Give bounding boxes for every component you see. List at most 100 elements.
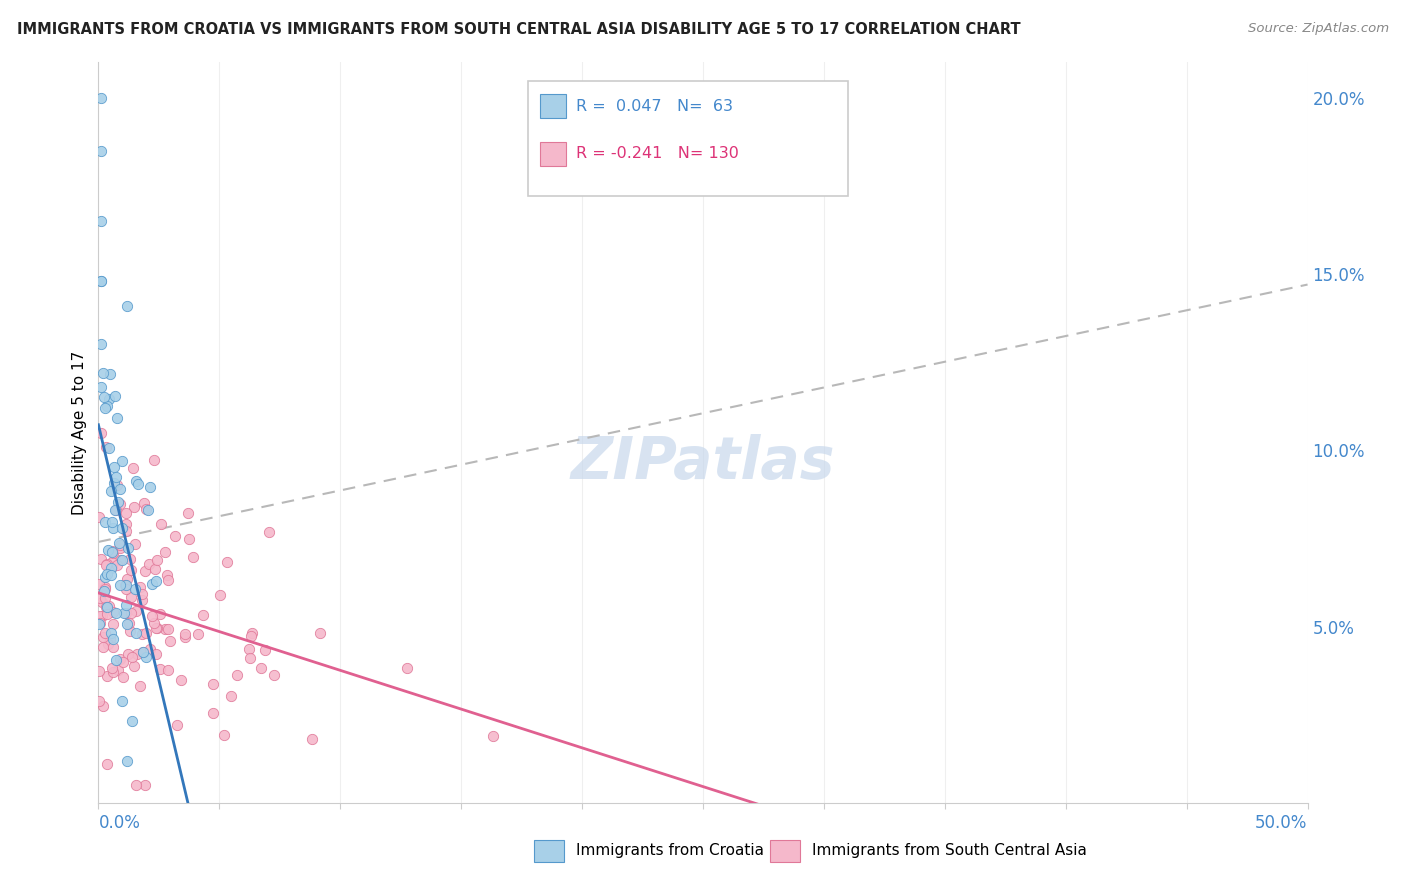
Point [103, 546, 125, 560]
Point [124, 474, 146, 488]
Point [127, 477, 149, 491]
Point [93, 699, 115, 714]
Point [131, 627, 153, 641]
Point [98, 599, 121, 613]
Point [90, 214, 112, 228]
Point [108, 535, 131, 549]
Point [111, 694, 134, 708]
Point [250, 661, 273, 675]
Point [129, 679, 152, 693]
Point [90, 274, 112, 288]
Point [96, 669, 118, 683]
Point [115, 582, 138, 596]
Point [143, 453, 166, 467]
Point [127, 647, 149, 661]
Point [153, 545, 176, 559]
Point [124, 582, 146, 596]
Point [110, 498, 132, 512]
Point [100, 544, 122, 558]
Point [96, 599, 118, 614]
Point [187, 626, 209, 640]
Point [141, 577, 163, 591]
Point [111, 655, 134, 669]
Point [90, 380, 112, 394]
Point [159, 634, 181, 648]
Point [112, 606, 135, 620]
Point [105, 411, 128, 425]
Point [143, 562, 166, 576]
Point [94, 570, 117, 584]
Point [107, 663, 129, 677]
Point [259, 524, 281, 539]
Point [239, 629, 262, 643]
Point [89, 616, 111, 631]
Point [103, 665, 125, 679]
Point [117, 541, 139, 555]
Point [100, 561, 122, 575]
Point [90, 425, 112, 440]
Point [94, 401, 117, 416]
Point [253, 642, 276, 657]
Point [226, 668, 249, 682]
Point [157, 622, 180, 636]
Point [100, 568, 122, 582]
Point [105, 653, 128, 667]
Point [94, 440, 117, 454]
Point [100, 484, 122, 499]
Text: ZIPatlas: ZIPatlas [571, 434, 835, 491]
Point [156, 573, 179, 587]
Point [93, 390, 115, 404]
Text: R =  0.047   N=  63: R = 0.047 N= 63 [576, 99, 733, 113]
Point [142, 616, 165, 631]
Point [98, 632, 121, 646]
Point [145, 574, 167, 589]
Point [120, 591, 142, 605]
Text: IMMIGRANTS FROM CROATIA VS IMMIGRANTS FROM SOUTH CENTRAL ASIA DISABILITY AGE 5 T: IMMIGRANTS FROM CROATIA VS IMMIGRANTS FR… [17, 22, 1021, 37]
Point [117, 617, 139, 632]
Point [111, 669, 134, 683]
Point [122, 659, 145, 673]
Point [93, 591, 115, 605]
Point [121, 714, 143, 728]
Point [90, 144, 112, 158]
Point [118, 552, 141, 566]
Point [482, 730, 505, 744]
Point [115, 299, 138, 313]
Point [108, 553, 131, 567]
Point [96, 599, 118, 614]
Point [110, 578, 132, 592]
Point [90, 552, 112, 566]
Point [104, 606, 127, 620]
Point [115, 754, 138, 768]
Point [103, 460, 125, 475]
Point [114, 607, 136, 621]
Point [141, 609, 163, 624]
Point [110, 652, 132, 666]
Point [97, 543, 120, 558]
Point [166, 717, 188, 731]
Point [101, 515, 124, 529]
Point [90, 595, 112, 609]
Point [240, 626, 263, 640]
Point [120, 606, 142, 620]
Point [139, 642, 162, 657]
Text: Source: ZipAtlas.com: Source: ZipAtlas.com [1249, 22, 1389, 36]
Point [103, 475, 125, 490]
Point [91, 609, 114, 624]
Point [181, 550, 204, 565]
FancyBboxPatch shape [527, 81, 848, 195]
Point [208, 588, 231, 602]
Point [97, 392, 120, 406]
Point [89, 617, 111, 632]
Point [132, 645, 155, 659]
Text: 0.0%: 0.0% [98, 814, 141, 832]
Point [153, 622, 176, 636]
Point [90, 337, 112, 351]
Point [93, 582, 115, 596]
Point [105, 477, 128, 491]
Point [93, 584, 115, 599]
Point [173, 630, 195, 644]
Point [201, 706, 224, 721]
Point [89, 510, 111, 524]
Point [202, 676, 225, 690]
